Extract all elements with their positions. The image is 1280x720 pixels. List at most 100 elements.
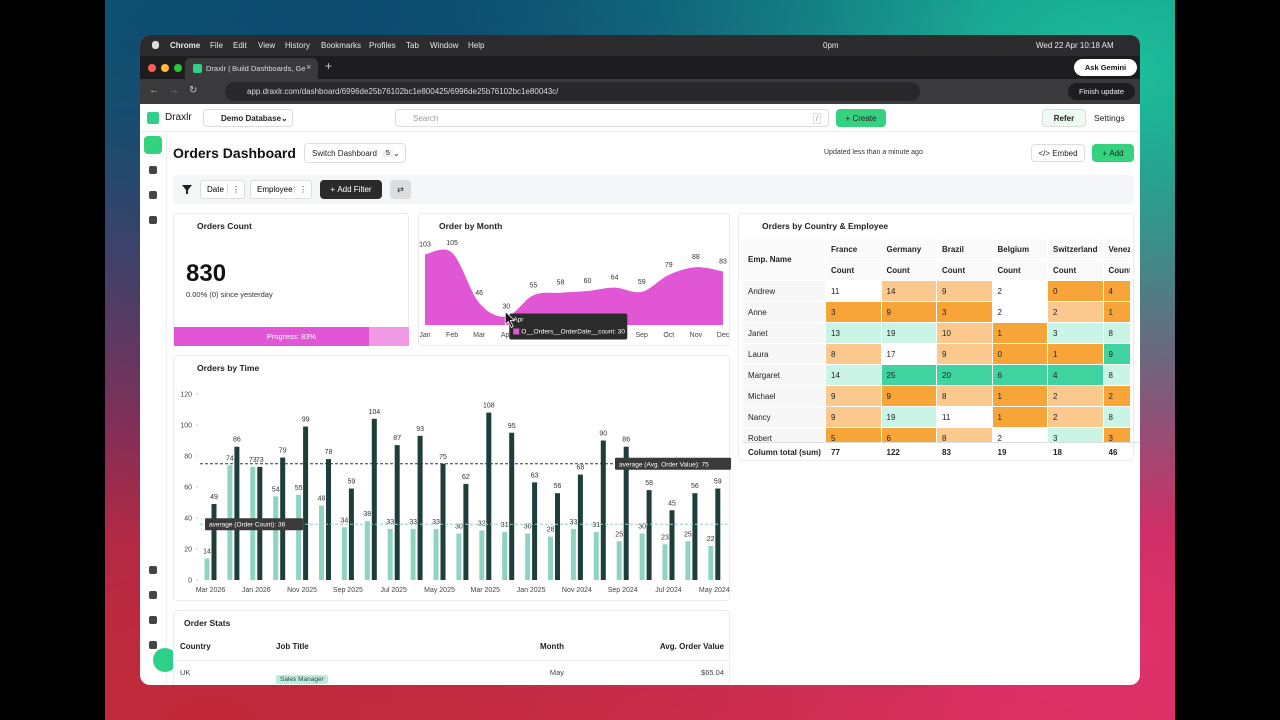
menu-item[interactable]: Tab: [406, 41, 419, 50]
heat-cell: 11: [826, 281, 882, 302]
total-cell: 19: [992, 442, 1048, 463]
menu-status: 0pm: [823, 41, 839, 50]
create-button[interactable]: + Create: [836, 109, 886, 127]
pivot-body: Andrew 11 14 9 2 0 4 Anne 3 9 3 2 2 1 Janet 13 19 10 1 3 8 La…: [743, 281, 1131, 442]
heat-cell: 9: [881, 386, 937, 407]
menu-item[interactable]: History: [285, 41, 310, 50]
tab-close[interactable]: ×: [306, 62, 312, 72]
row-header: Emp. Name: [743, 239, 826, 281]
stats-cell: May: [549, 668, 564, 677]
minimize-button[interactable]: [161, 64, 169, 72]
kpi-change: 0.00% (0) since yesterday: [186, 290, 273, 299]
orders-by-time-widget: Orders by Time: [173, 355, 730, 601]
heat-cell: 1: [992, 386, 1048, 407]
updated-note: Updated less than a minute ago: [824, 149, 923, 156]
add-button[interactable]: + Add: [1092, 144, 1134, 162]
menu-item[interactable]: Edit: [233, 41, 247, 50]
app-header: Draxlr Demo Database ⌄ Search / + Create R…: [140, 104, 1140, 132]
row-label: Nancy: [743, 407, 826, 428]
sidebar-data[interactable]: [149, 566, 157, 574]
filter-chip[interactable]: Date ⋮: [200, 180, 245, 199]
ask-gemini[interactable]: Ask Gemini: [1074, 59, 1137, 76]
reload[interactable]: ↻: [189, 85, 198, 96]
embed-label: Embed: [1052, 148, 1078, 158]
column-header: Belgium: [992, 239, 1048, 260]
brand[interactable]: Draxlr: [165, 112, 192, 123]
omnibox[interactable]: app.draxlr.com/dashboard/6996de25b76102b…: [225, 82, 920, 101]
settings-menu[interactable]: Settings: [1094, 113, 1125, 123]
chevron: ⌄: [392, 148, 400, 158]
refer-button[interactable]: Refer: [1042, 109, 1086, 127]
menu-item[interactable]: Bookmarks: [321, 41, 362, 50]
stats-cell: UK: [180, 668, 191, 677]
column-header: Switzerland: [1048, 239, 1104, 260]
zoom-button[interactable]: [174, 64, 182, 72]
total-label: Column total (sum): [743, 442, 826, 463]
widget-title: Orders by Country & Employee: [762, 221, 889, 231]
sidebar-alerts[interactable]: [149, 616, 157, 624]
heat-cell: 3: [1048, 323, 1104, 344]
swap-filters[interactable]: ⇄: [390, 180, 411, 199]
menu-item[interactable]: File: [210, 41, 223, 50]
active-tab[interactable]: Draxlr | Build Dashboards, Ge ×: [185, 58, 318, 79]
change-note: since yesterday: [220, 290, 273, 299]
row-label: Michael: [743, 386, 826, 407]
sidebar-docs[interactable]: [149, 641, 157, 649]
browser-window: Chrome File Edit View History Bookmarks Profi…: [140, 35, 1140, 685]
sidebar-home[interactable]: [144, 136, 162, 154]
order-stats-widget: Order Stats Country Job Title Month Avg. Or…: [173, 610, 731, 685]
widget-title: Order by Month: [439, 221, 503, 231]
measure-header: Count: [881, 260, 937, 281]
column-header: Month: [540, 642, 564, 651]
column-header: Venez: [1103, 239, 1131, 260]
heat-cell: 9: [826, 386, 882, 407]
sidebar-queries[interactable]: [149, 191, 157, 199]
heat-cell: 2: [992, 428, 1048, 442]
embed-button[interactable]: </> Embed: [1031, 144, 1085, 162]
heat-cell: 6: [992, 365, 1048, 386]
measure-header: Count: [992, 260, 1048, 281]
heat-cell: 2: [1048, 407, 1104, 428]
widget-title: Orders by Time: [197, 363, 260, 373]
back[interactable]: ←: [149, 85, 159, 96]
menu-item[interactable]: View: [258, 41, 276, 50]
sidebar-users[interactable]: [149, 591, 157, 599]
cell-wrap: UK: [180, 668, 270, 677]
measure-header: Count: [1048, 260, 1104, 281]
menu-item[interactable]: Profiles: [369, 41, 396, 50]
sidebar-ai[interactable]: [149, 216, 157, 224]
menu-clock[interactable]: Wed 22 Apr 10:18 AM: [1036, 41, 1114, 50]
menu-item[interactable]: Window: [430, 41, 459, 50]
database-select[interactable]: Demo Database ⌄: [203, 109, 293, 127]
column-header: France: [826, 239, 882, 260]
heat-cell: 6: [881, 428, 937, 442]
new-tab[interactable]: +: [325, 59, 333, 73]
filter-menu: ⋮: [294, 185, 307, 194]
sidebar-search[interactable]: [149, 166, 157, 174]
switch-label: Switch Dashboard: [312, 148, 377, 158]
heat-cell: 9: [937, 344, 993, 365]
apple-icon[interactable]: [152, 41, 159, 49]
add-filter[interactable]: + Add Filter: [320, 180, 382, 199]
filter-bar: Date ⋮ Employee ⋮ + Add Filter ⇄: [173, 175, 1134, 204]
forward[interactable]: →: [169, 85, 179, 96]
menu-item[interactable]: Help: [468, 41, 485, 50]
brand-logo[interactable]: [147, 112, 159, 124]
heat-cell: 1: [992, 323, 1048, 344]
search-shortcut: /: [812, 112, 821, 124]
filter-chip[interactable]: Employee ⋮: [250, 180, 312, 199]
search-box[interactable]: Search /: [395, 109, 829, 127]
close-button[interactable]: [148, 64, 156, 72]
add-filter-label: Add Filter: [337, 185, 372, 194]
finish-update[interactable]: Finish update: [1068, 83, 1135, 100]
menu-app[interactable]: Chrome: [170, 41, 201, 50]
stats-cell: $65.04: [701, 668, 724, 677]
switch-dashboard[interactable]: Switch Dashboard 5 ⌄: [304, 143, 406, 163]
column-header: Country: [180, 642, 211, 651]
column-header: Germany: [881, 239, 937, 260]
filter-menu: ⋮: [227, 185, 240, 194]
heat-cell: 1: [1103, 302, 1131, 323]
cell-wrap: Sales Manager: [276, 668, 476, 685]
row-label: Andrew: [743, 281, 826, 302]
